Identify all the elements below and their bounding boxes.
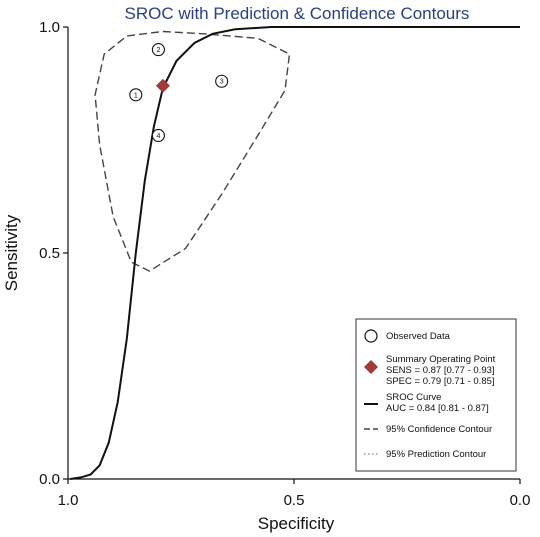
legend: Observed Data Summary Operating Point SE… bbox=[355, 318, 517, 472]
observed-marker bbox=[151, 128, 165, 143]
legend-spec-label: SPEC = 0.79 [0.71 - 0.85] bbox=[386, 376, 495, 387]
sroc-curve bbox=[70, 26, 520, 480]
study-number-label: 1 bbox=[134, 92, 138, 99]
observed-marker bbox=[215, 74, 229, 88]
observed-data-point: 2 bbox=[151, 43, 165, 57]
observed-marker bbox=[129, 88, 143, 102]
legend-box bbox=[355, 318, 517, 472]
plot-area: 1 2 3 4 bbox=[70, 26, 520, 480]
legend-observed-symbol bbox=[364, 329, 378, 343]
y-ticks: 0.0 0.5 1.0 bbox=[39, 19, 68, 488]
x-tick-label: 0.5 bbox=[284, 492, 305, 509]
x-ticks: 1.0 0.5 0.0 bbox=[58, 479, 531, 509]
confidence-contour bbox=[94, 30, 291, 272]
legend-summary-symbol bbox=[364, 360, 378, 374]
y-axis-title: Sensitivity bbox=[2, 214, 21, 291]
study-number-label: 3 bbox=[220, 79, 224, 86]
observed-data-point: 3 bbox=[215, 74, 229, 88]
x-axis-title: Specificity bbox=[258, 514, 335, 533]
study-number-label: 4 bbox=[156, 133, 160, 140]
legend-prediction-label: 95% Prediction Contour bbox=[386, 449, 486, 460]
y-tick-label: 0.0 bbox=[39, 471, 60, 488]
legend-auc-label: AUC = 0.84 [0.81 - 0.87] bbox=[386, 403, 489, 414]
legend-sroc-label: SROC Curve bbox=[386, 392, 441, 403]
study-number-label: 2 bbox=[156, 47, 160, 54]
chart-title: SROC with Prediction & Confidence Contou… bbox=[125, 4, 470, 23]
summary-operating-point bbox=[155, 78, 170, 93]
legend-summary-label: Summary Operating Point bbox=[386, 354, 496, 365]
observed-data-point: 4 bbox=[151, 128, 165, 143]
x-tick-label: 0.0 bbox=[510, 492, 531, 509]
legend-confidence-label: 95% Confidence Contour bbox=[386, 424, 492, 435]
legend-sens-label: SENS = 0.87 [0.77 - 0.93] bbox=[386, 365, 495, 376]
y-tick-label: 0.5 bbox=[39, 245, 60, 262]
x-tick-label: 1.0 bbox=[58, 492, 79, 509]
observed-data-point: 1 bbox=[129, 88, 143, 102]
y-tick-label: 1.0 bbox=[39, 19, 60, 36]
observed-marker bbox=[151, 43, 165, 57]
legend-observed-label: Observed Data bbox=[386, 331, 451, 342]
